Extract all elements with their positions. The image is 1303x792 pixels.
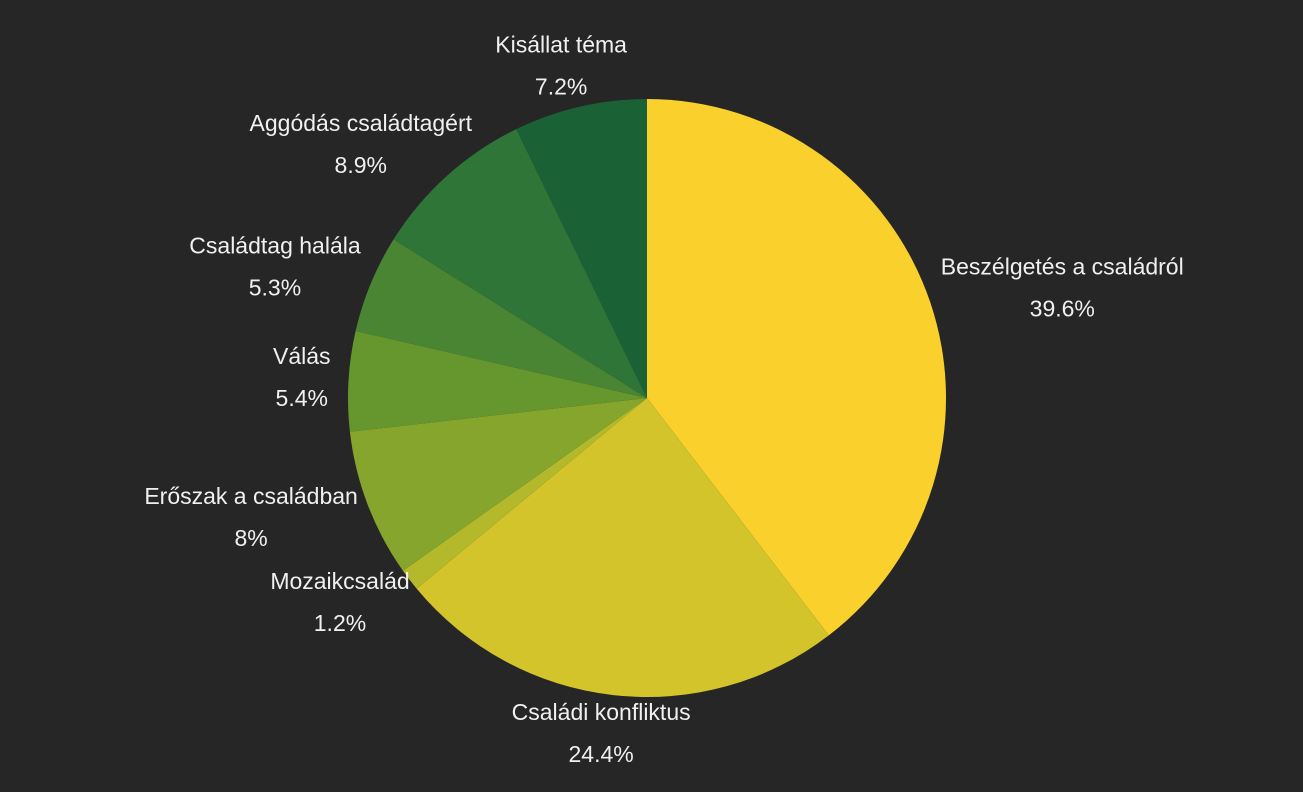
pie-slice: [416, 398, 829, 697]
slice-label: Családtag halála: [189, 232, 361, 258]
slice-value: 5.3%: [249, 274, 301, 300]
pie-slice: [348, 330, 647, 432]
pie-slice: [349, 398, 647, 571]
pie-slice: [647, 99, 947, 636]
slice-value: 8%: [234, 525, 267, 551]
slice-label: Aggódás családtagért: [250, 110, 473, 136]
slice-value: 5.4%: [276, 385, 328, 411]
pie-slice: [355, 239, 647, 398]
pie-slice: [393, 129, 647, 399]
slice-label: Válás: [273, 343, 331, 369]
slice-label: Mozaikcsalád: [270, 568, 409, 594]
pie-slice: [402, 398, 647, 589]
slice-label: Beszélgetés a családról: [941, 253, 1184, 279]
pie-slice: [516, 99, 647, 398]
slice-value: 1.2%: [314, 610, 366, 636]
slice-value: 39.6%: [1030, 295, 1095, 321]
slice-label: Erőszak a családban: [144, 483, 358, 509]
slice-label: Családi konfliktus: [512, 699, 691, 725]
slice-value: 24.4%: [569, 741, 634, 767]
slice-value: 7.2%: [535, 74, 587, 100]
slice-value: 8.9%: [335, 152, 387, 178]
slice-label: Kisállat téma: [495, 32, 627, 58]
